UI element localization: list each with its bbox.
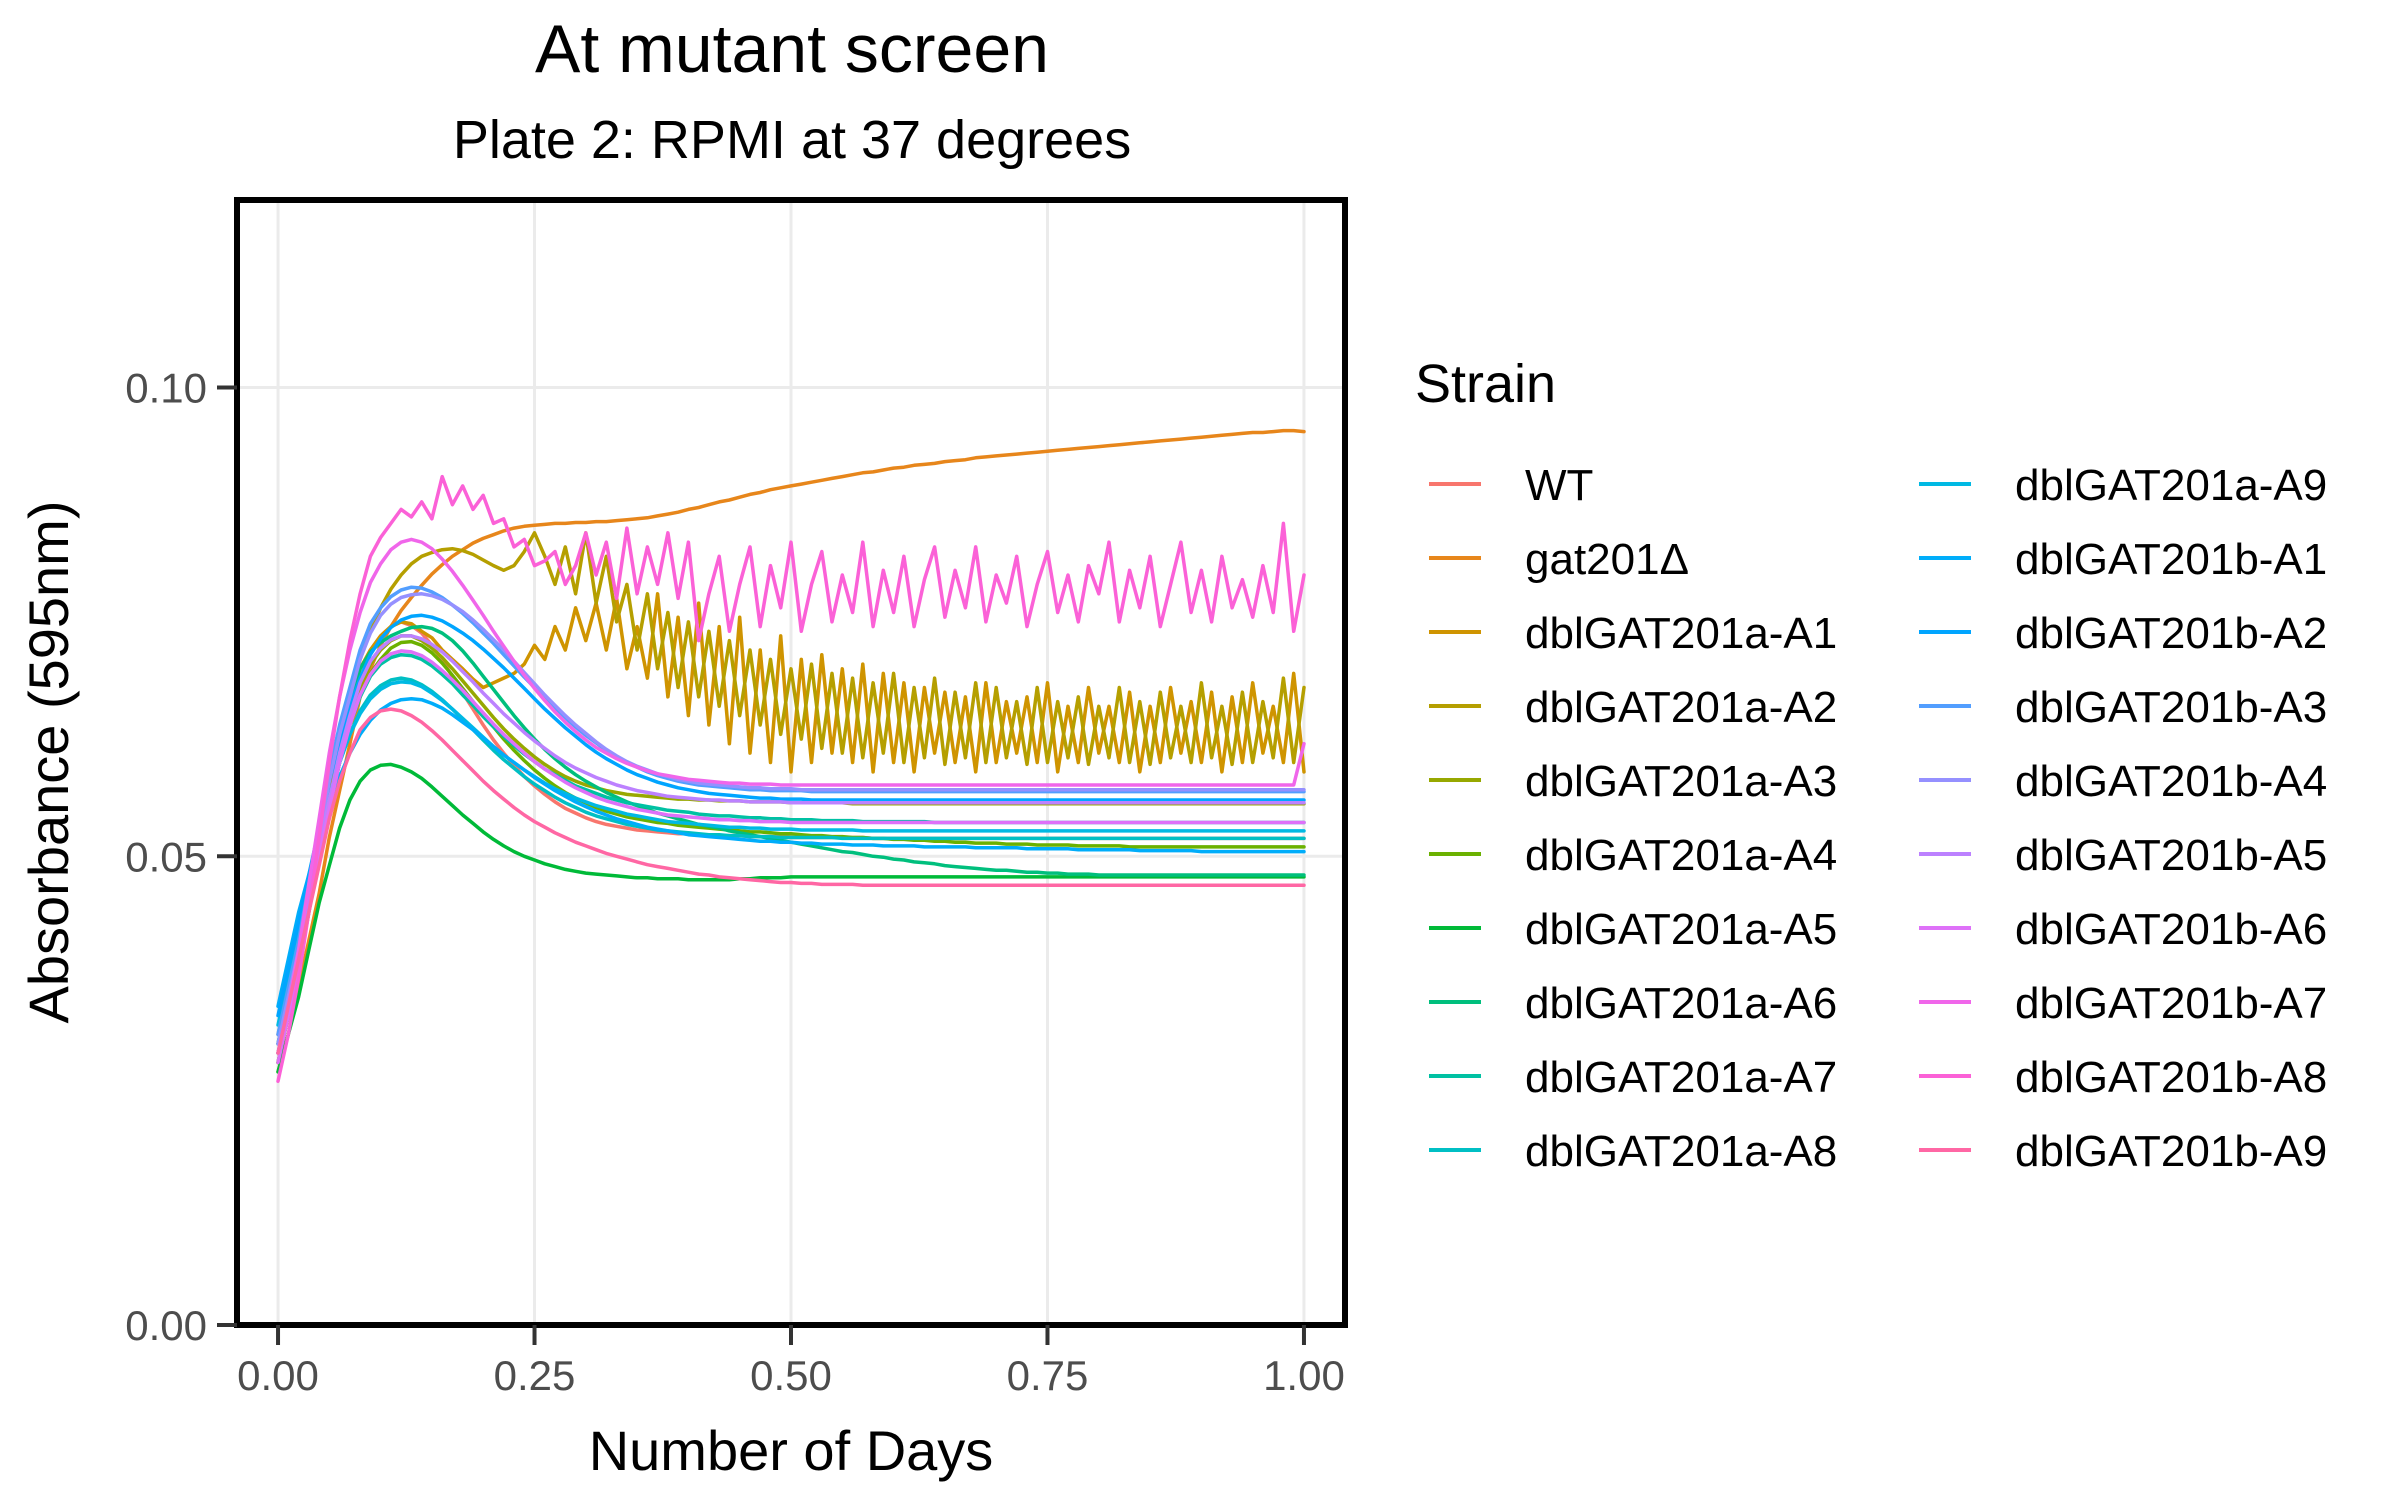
series-line	[276, 613, 1306, 1018]
legend-label: dblGAT201a-A7	[1525, 1053, 1837, 1102]
series-line	[276, 707, 1306, 1055]
legend-label: dblGAT201a-A6	[1525, 979, 1837, 1028]
x-tick-label: 0.25	[494, 1352, 576, 1399]
x-tick-label: 0.50	[750, 1352, 832, 1399]
legend-label: dblGAT201a-A9	[2015, 461, 2327, 510]
legend-label: dblGAT201b-A3	[2015, 683, 2327, 732]
series-lines	[276, 428, 1306, 1084]
series-line	[276, 639, 1306, 1065]
legend-label: dblGAT201b-A6	[2015, 905, 2327, 954]
chart-title: At mutant screen	[535, 11, 1049, 87]
legend-label: dblGAT201b-A9	[2015, 1127, 2327, 1176]
x-tick-label: 1.00	[1263, 1352, 1345, 1399]
series-line	[276, 531, 1306, 1065]
series-line	[276, 592, 1306, 1046]
y-axis-title: Absorbance (595nm)	[17, 501, 80, 1024]
series-line	[276, 649, 1306, 1065]
legend-label: dblGAT201a-A5	[1525, 905, 1837, 954]
legend-title: Strain	[1415, 354, 1556, 414]
series-line	[276, 762, 1306, 1074]
legend-label: dblGAT201b-A8	[2015, 1053, 2327, 1102]
legend-label: dblGAT201a-A8	[1525, 1127, 1837, 1176]
y-tick-label: 0.10	[125, 365, 207, 412]
legend-label: dblGAT201a-A4	[1525, 831, 1837, 880]
legend-label: dblGAT201b-A2	[2015, 609, 2327, 658]
series-line	[276, 697, 1306, 1009]
legend: Strain WT gat201Δ dblGAT201a-A1 dblGAT201a-…	[1415, 354, 2327, 1176]
x-tick-label: 0.00	[237, 1352, 319, 1399]
series-line	[276, 537, 1306, 1055]
series-line	[276, 634, 1306, 1055]
x-axis-title: Number of Days	[589, 1419, 994, 1482]
legend-label: dblGAT201a-A3	[1525, 757, 1837, 806]
legend-items: WT gat201Δ dblGAT201a-A1 dblGAT201a-A2 dblGA…	[1429, 461, 2327, 1176]
series-line	[276, 680, 1306, 1027]
legend-label: dblGAT201b-A1	[2015, 535, 2327, 584]
legend-label: WT	[1525, 461, 1593, 510]
legend-label: dblGAT201b-A5	[2015, 831, 2327, 880]
series-line	[276, 474, 1306, 1084]
legend-label: dblGAT201a-A1	[1525, 609, 1837, 658]
legend-label: dblGAT201b-A7	[2015, 979, 2327, 1028]
y-tick-label: 0.05	[125, 833, 207, 880]
legend-label: dblGAT201a-A2	[1525, 683, 1837, 732]
x-axis: 0.00 0.25 0.50 0.75 1.00	[237, 1325, 1345, 1399]
chart-subtitle: Plate 2: RPMI at 37 degrees	[453, 110, 1131, 170]
x-tick-label: 0.75	[1007, 1352, 1089, 1399]
y-axis: 0.00 0.05 0.10	[125, 365, 237, 1349]
y-tick-label: 0.00	[125, 1302, 207, 1349]
series-line	[276, 428, 1306, 1074]
legend-label: gat201Δ	[1525, 535, 1689, 584]
legend-label: dblGAT201b-A4	[2015, 757, 2327, 806]
